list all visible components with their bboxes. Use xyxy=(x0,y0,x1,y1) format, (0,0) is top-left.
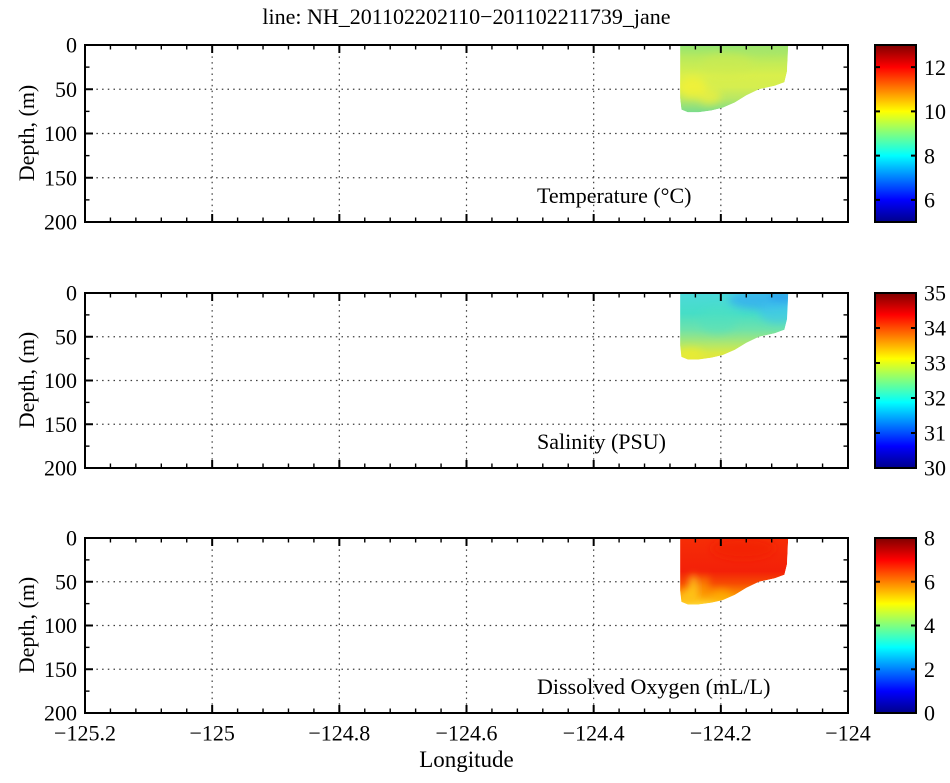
colorbar-tick-label: 4 xyxy=(924,613,935,638)
field-blob xyxy=(701,53,753,76)
x-tick-label: −125.2 xyxy=(54,721,116,746)
data-section-patch xyxy=(680,538,789,605)
colorbar-tick-label: 6 xyxy=(924,570,935,595)
colorbar-tick-label: 2 xyxy=(924,657,935,682)
colorbar xyxy=(875,538,916,713)
field-blob xyxy=(680,348,704,360)
y-tick-label: 0 xyxy=(66,281,77,306)
y-tick-label: 150 xyxy=(44,657,77,682)
colorbar-tick-label: 10 xyxy=(924,99,946,124)
y-tick-label: 100 xyxy=(44,121,77,146)
y-tick-label: 200 xyxy=(44,456,77,481)
panel-label-salinity: Salinity (PSU) xyxy=(537,429,666,454)
colorbar-tick-label: 31 xyxy=(924,421,946,446)
x-tick-label: −124.2 xyxy=(690,721,752,746)
colorbar-tick-label: 33 xyxy=(924,351,946,376)
colorbar xyxy=(875,293,916,468)
colorbar-tick-label: 0 xyxy=(924,701,935,726)
y-axis-label-dissolved-oxygen: Depth, (m) xyxy=(14,576,39,674)
colorbar-tick-label: 34 xyxy=(924,316,946,341)
figure-title: line: NH_201102202110−201102211739_jane xyxy=(262,4,671,29)
y-tick-label: 50 xyxy=(55,77,77,102)
y-tick-label: 150 xyxy=(44,166,77,191)
x-tick-label: −125 xyxy=(189,721,234,746)
field-blob xyxy=(758,300,789,324)
colorbar-tick-label: 12 xyxy=(924,55,946,80)
field-blob xyxy=(701,575,709,599)
field-blob xyxy=(680,589,696,604)
x-tick-label: −124.4 xyxy=(563,721,625,746)
field-blob xyxy=(739,45,789,57)
colorbar-tick-label: 32 xyxy=(924,386,946,411)
y-tick-label: 50 xyxy=(55,325,77,350)
y-tick-label: 0 xyxy=(66,526,77,551)
colorbar-tick-label: 8 xyxy=(924,526,935,551)
x-tick-label: −124 xyxy=(825,721,870,746)
y-tick-label: 100 xyxy=(44,613,77,638)
colorbar-tick-label: 8 xyxy=(924,143,935,168)
field-blob xyxy=(697,88,721,105)
x-tick-label: −124.8 xyxy=(308,721,370,746)
y-tick-label: 200 xyxy=(44,210,77,235)
y-tick-label: 0 xyxy=(66,33,77,58)
colorbar xyxy=(875,45,916,222)
y-tick-label: 150 xyxy=(44,412,77,437)
colorbar-border xyxy=(874,292,917,469)
panel-label-dissolved-oxygen: Dissolved Oxygen (mL/L) xyxy=(537,674,771,699)
y-axis-label-salinity: Depth, (m) xyxy=(14,331,39,429)
y-tick-label: 100 xyxy=(44,368,77,393)
y-axis-label-temperature: Depth, (m) xyxy=(14,84,39,182)
panel-label-temperature: Temperature (°C) xyxy=(537,183,692,208)
colorbar-border xyxy=(874,44,917,223)
y-tick-label: 50 xyxy=(55,570,77,595)
field-blob xyxy=(710,589,732,602)
colorbar-tick-label: 35 xyxy=(924,281,946,306)
colorbar-tick-label: 6 xyxy=(924,188,935,213)
colorbar-tick-label: 30 xyxy=(924,456,946,481)
data-section-patch xyxy=(680,45,789,113)
y-tick-label: 200 xyxy=(44,701,77,726)
field-blob xyxy=(711,538,775,559)
field-blob xyxy=(698,307,737,335)
x-axis-label: Longitude xyxy=(419,747,514,772)
data-section-patch xyxy=(680,293,789,360)
x-tick-label: −124.6 xyxy=(436,721,498,746)
